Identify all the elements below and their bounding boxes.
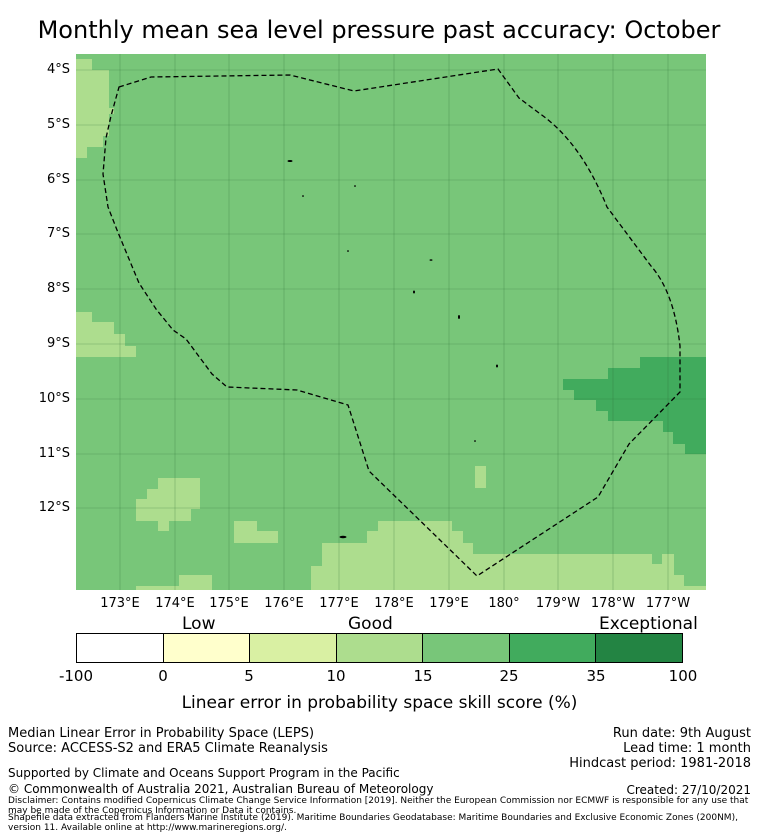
x-tick: 177°W xyxy=(645,596,691,611)
x-tick: 179°W xyxy=(535,596,581,611)
high-skill-patch xyxy=(563,357,706,454)
x-tick: 177°E xyxy=(319,596,359,611)
light-skill-patches xyxy=(76,59,706,590)
footer-created: Created: 27/10/2021 xyxy=(626,783,751,797)
colorbar-segment xyxy=(423,634,510,662)
skill-map xyxy=(76,54,706,590)
colorbar-segment xyxy=(163,634,251,662)
x-tick: 173°E xyxy=(100,596,140,611)
y-tick: 6°S xyxy=(46,172,70,187)
footer-source: Source: ACCESS-S2 and ERA5 Climate Reana… xyxy=(8,741,328,756)
colorbar-tick: 10 xyxy=(326,667,346,685)
footer-run-date: Run date: 9th August xyxy=(612,726,751,741)
colorbar-tick: 25 xyxy=(499,667,519,685)
colorbar-tick: 5 xyxy=(244,667,254,685)
map-title: Monthly mean sea level pressure past acc… xyxy=(37,16,721,44)
y-tick: 11°S xyxy=(38,446,70,461)
x-tick: 176°E xyxy=(264,596,304,611)
y-tick: 7°S xyxy=(46,226,70,241)
x-tick: 178°W xyxy=(590,596,636,611)
colorbar-tick: 15 xyxy=(413,667,433,685)
footer-method: Median Linear Error in Probability Space… xyxy=(8,726,315,741)
colorbar-tick: -100 xyxy=(58,667,94,685)
colorbar-category-low: Low xyxy=(182,614,216,634)
x-tick: 178°E xyxy=(374,596,414,611)
footer-hindcast-period: Hindcast period: 1981-2018 xyxy=(569,756,751,771)
colorbar-segment xyxy=(336,634,424,662)
y-tick: 12°S xyxy=(38,500,70,515)
y-tick: 9°S xyxy=(46,336,70,351)
y-tick: 4°S xyxy=(46,62,70,77)
colorbar-label: Linear error in probability space skill … xyxy=(181,693,578,713)
y-tick: 8°S xyxy=(46,281,70,296)
colorbar-tick: 35 xyxy=(586,667,606,685)
colorbar-segment xyxy=(509,634,597,662)
colorbar-tick: 0 xyxy=(158,667,168,685)
islands xyxy=(287,160,498,539)
y-tick: 5°S xyxy=(46,117,70,132)
x-tick: 175°E xyxy=(209,596,249,611)
x-tick: 174°E xyxy=(155,596,195,611)
footer-disclaimer: Disclaimer: Contains modified Copernicus… xyxy=(8,796,749,816)
colorbar-segment xyxy=(596,634,683,662)
colorbar-tick: 100 xyxy=(668,667,698,685)
colorbar-segment xyxy=(250,634,337,662)
colorbar-category-exceptional: Exceptional xyxy=(599,614,698,634)
footer-copyright: © Commonwealth of Australia 2021, Austra… xyxy=(8,782,434,796)
colorbar-segment xyxy=(77,634,164,662)
eez-boundary xyxy=(102,68,681,577)
graticule xyxy=(76,54,706,590)
x-tick: 179°E xyxy=(429,596,469,611)
map-canvas xyxy=(76,54,706,590)
footer-shapefile-credit: Shapefile data extracted from Flanders M… xyxy=(8,813,738,833)
footer-lead-time: Lead time: 1 month xyxy=(623,741,751,756)
colorbar xyxy=(76,633,683,663)
y-tick: 10°S xyxy=(38,391,70,406)
footer-support: Supported by Climate and Oceans Support … xyxy=(8,766,400,780)
colorbar-category-good: Good xyxy=(348,614,393,634)
x-tick: 180° xyxy=(488,596,520,611)
